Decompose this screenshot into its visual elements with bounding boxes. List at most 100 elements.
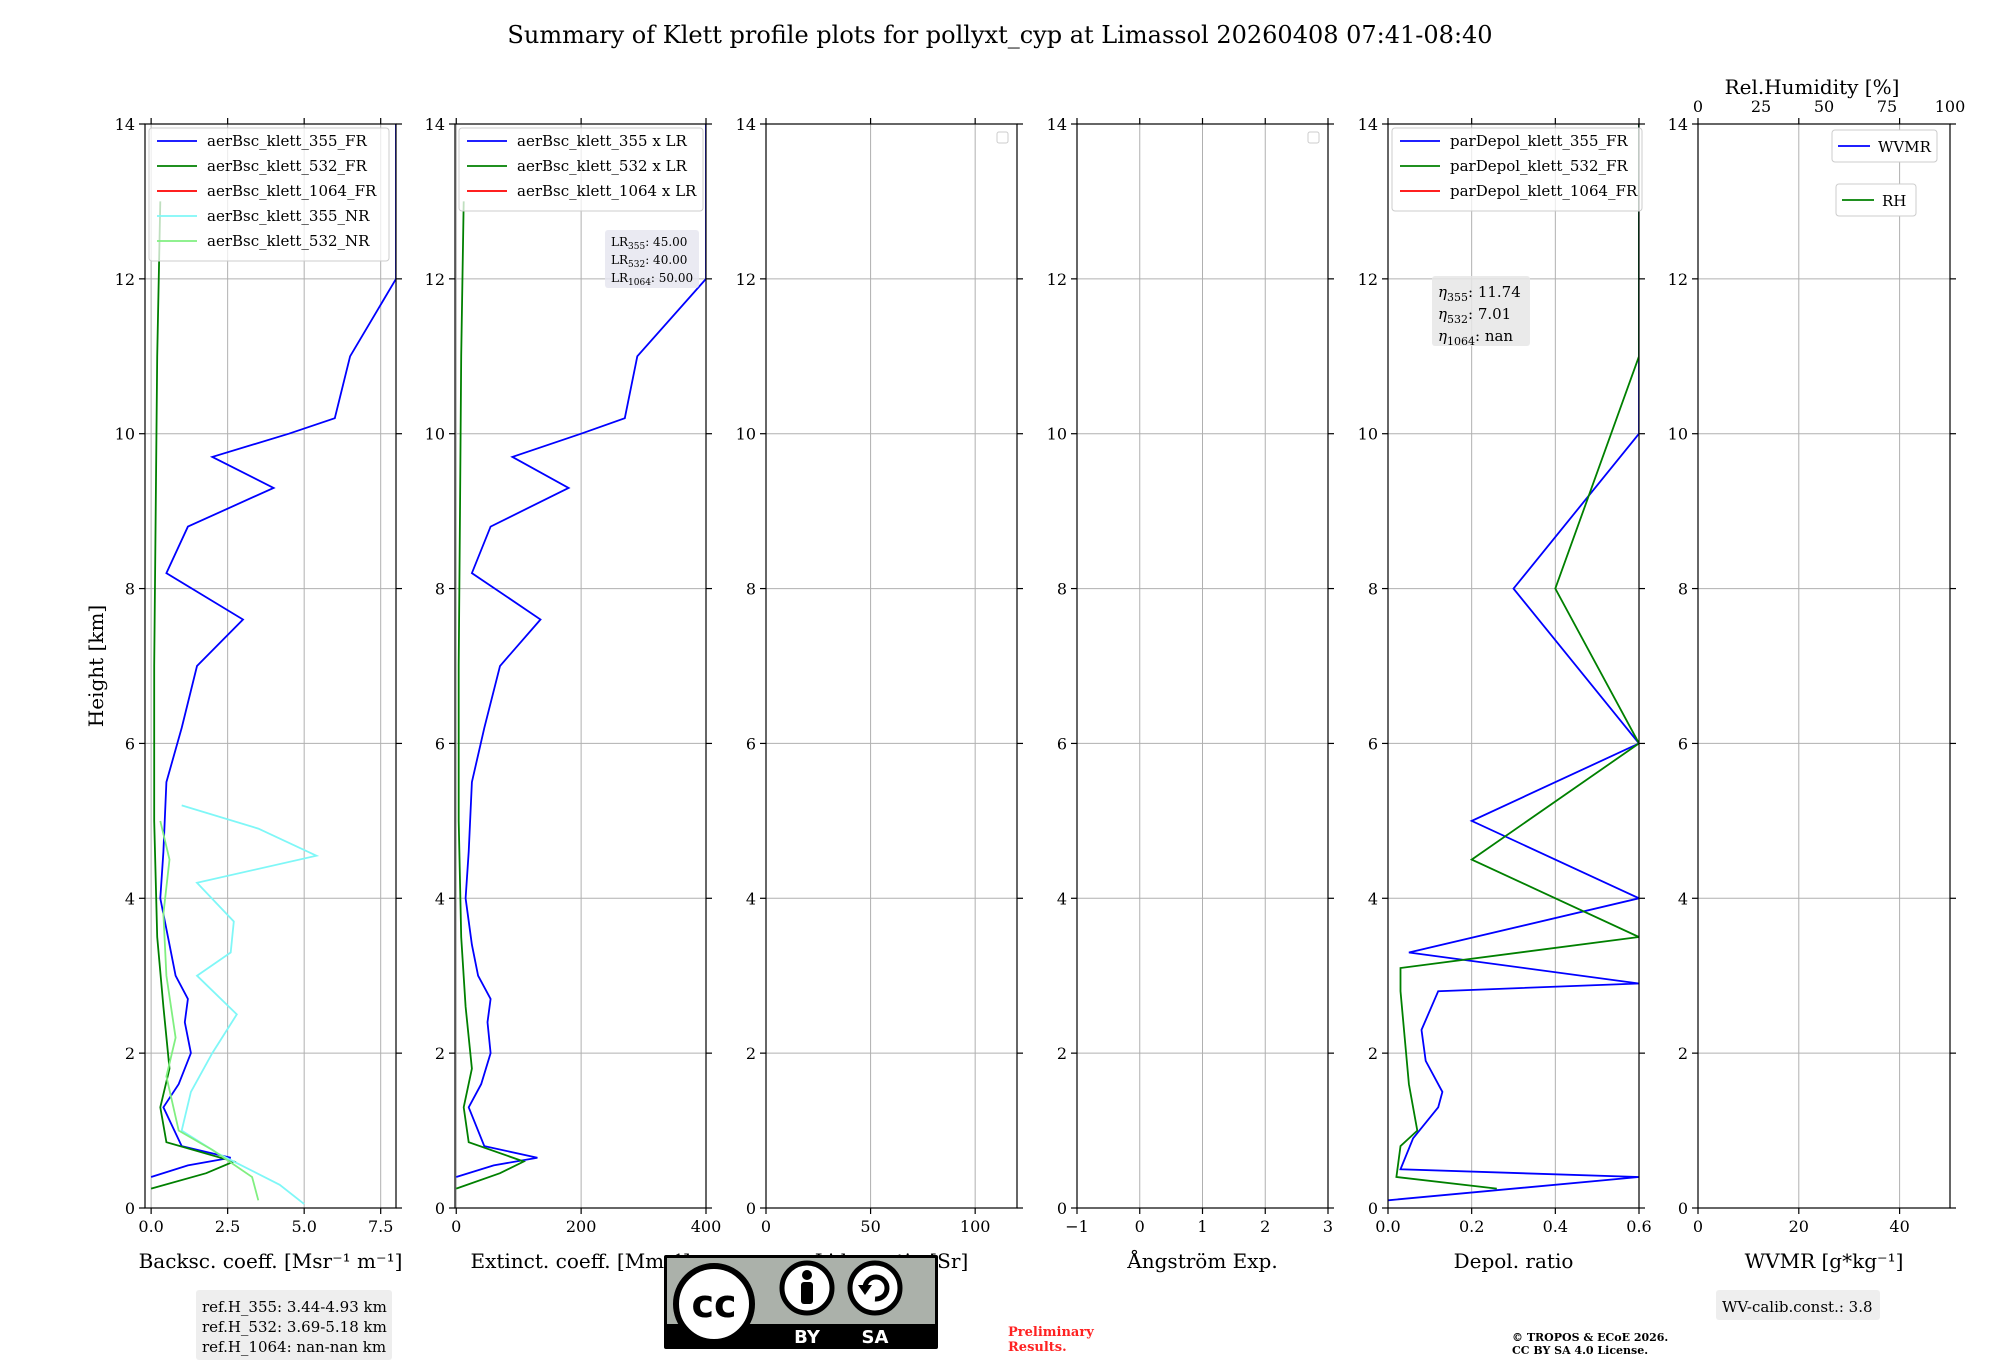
legend-label: WVMR: [1878, 138, 1932, 156]
x-tick-label: 100: [960, 1217, 991, 1236]
x-tick-label: 1: [1197, 1217, 1207, 1236]
y-tick-label: 6: [1057, 734, 1067, 753]
y-tick-label: 8: [435, 580, 445, 599]
y-tick-label: 6: [1678, 734, 1688, 753]
y-tick-label: 2: [435, 1044, 445, 1063]
legend-entry: RH: [1835, 183, 1917, 217]
x-tick-label: 40: [1889, 1217, 1909, 1236]
top-tick-label: 75: [1877, 97, 1897, 116]
y-tick-label: 4: [125, 889, 135, 908]
y-tick-label: 14: [1668, 115, 1688, 134]
y-tick-label: 12: [1358, 270, 1378, 289]
series-group: [455, 124, 706, 1190]
figure-title: Summary of Klett profile plots for polly…: [507, 21, 1492, 49]
cc-by-label: BY: [794, 1327, 821, 1348]
y-tick-label: 2: [746, 1044, 756, 1063]
info-line: ref.H_532: 3.69-5.18 km: [202, 1318, 387, 1336]
y-tick-label: 0: [1057, 1199, 1067, 1218]
x-tick-label: 0: [761, 1217, 771, 1236]
series-parDepol_klett_355_FR: [1388, 124, 1639, 1202]
x-axis-label: Backsc. coeff. [Msr⁻¹ m⁻¹]: [139, 1249, 403, 1273]
legend: aerBsc_klett_355 x LR aerBsc_klett_532 x …: [458, 127, 704, 212]
legend-label: RH: [1882, 192, 1906, 210]
x-tick-label: 200: [566, 1217, 597, 1236]
series-group: [150, 124, 396, 1205]
y-tick-label: 4: [1057, 889, 1067, 908]
x-tick-label: 0: [1135, 1217, 1145, 1236]
copyright-line-2: CC BY SA 4.0 License.: [1512, 1344, 1648, 1357]
legend-label: aerBsc_klett_1064_FR: [207, 182, 377, 200]
y-tick-label: 2: [1057, 1044, 1067, 1063]
copyright-line-1: © TROPOS & ECoE 2026.: [1512, 1331, 1668, 1344]
panel-lr: 05010002468101214Lidar ratio [Sr]: [736, 115, 1023, 1273]
x-tick-label: 3: [1323, 1217, 1333, 1236]
share-alike-arrow: [862, 1274, 890, 1302]
y-tick-label: 10: [1668, 425, 1688, 444]
legend-label: aerBsc_klett_355_NR: [207, 207, 370, 225]
axes-frame: [1697, 123, 1951, 1209]
series-parDepol_klett_532_FR: [1395, 124, 1639, 1190]
panel-bsc: 0.0 2.5 5.0 7.5 0 2 4 6 8 10 12 14 Backsc. coeff. [M…: [84, 115, 402, 1360]
cc-by-sa-badge[interactable]: cc BY SA: [664, 1255, 938, 1349]
y-tick-label: 4: [1368, 889, 1378, 908]
legend-label: parDepol_klett_355_FR: [1450, 132, 1628, 150]
lr-box: [605, 230, 699, 288]
y-tick-label: 8: [746, 580, 756, 599]
y-tick-label: 0: [1368, 1199, 1378, 1218]
panel-ext: 0 200 400 0 2 4 6 8 10 12 14 Extinct. coeff. [Mm⁻¹]…: [425, 115, 722, 1273]
y-tick-label: 10: [425, 425, 445, 444]
y-tick-label: 12: [425, 270, 445, 289]
x-axis-label: Ångström Exp.: [1126, 1248, 1277, 1273]
x-tick-label: 0.2: [1459, 1217, 1484, 1236]
y-tick-label: 10: [1047, 425, 1067, 444]
legend: aerBsc_klett_355_FR aerBsc_klett_532_FRae…: [148, 127, 390, 262]
legend-label: aerBsc_klett_355 x LR: [517, 132, 688, 150]
y-tick-label: 14: [1358, 115, 1378, 134]
y-tick-label: 14: [736, 115, 756, 134]
x-tick-label: 7.5: [368, 1217, 393, 1236]
axes-frame: [454, 123, 707, 1209]
y-tick-label: 0: [1678, 1199, 1688, 1218]
y-tick-label: 4: [746, 889, 756, 908]
y-tick-label: 2: [1678, 1044, 1688, 1063]
legend-box: [1391, 127, 1643, 212]
series-aerBsc_klett_532_FR: [150, 201, 237, 1190]
legend-label: aerBsc_klett_355_FR: [207, 132, 367, 150]
top-tick-label: 50: [1814, 97, 1834, 116]
info-line: WV-calib.const.: 3.8: [1722, 1298, 1873, 1316]
y-tick-label: 8: [1057, 580, 1067, 599]
legend-box: [1831, 129, 1938, 163]
attribution-icon-head: [802, 1270, 812, 1280]
legend-label: aerBsc_klett_532_NR: [207, 232, 370, 250]
info-box: [1716, 1290, 1880, 1320]
y-tick-label: 12: [1047, 270, 1067, 289]
attribution-icon-body: [801, 1282, 813, 1304]
legend: parDepol_klett_355_FR parDepol_klett_532_…: [1391, 127, 1643, 212]
series-group: [1388, 124, 1639, 1202]
top-axis-label: Rel.Humidity [%]: [1725, 75, 1900, 99]
x-tick-label: 0.6: [1626, 1217, 1651, 1236]
empty-legend-box: [1307, 131, 1320, 144]
y-tick-label: 8: [1368, 580, 1378, 599]
panel-depol: 0.0 0.2 0.4 0.6 0 2 4 6 8 10 12 14 Depol. ratio parDe…: [1358, 115, 1652, 1273]
x-tick-label: 2: [1260, 1217, 1270, 1236]
x-axis-label: Depol. ratio: [1454, 1249, 1574, 1273]
y-tick-label: 10: [736, 425, 756, 444]
y-tick-label: 8: [1678, 580, 1688, 599]
y-tick-label: 6: [435, 734, 445, 753]
legend-label: parDepol_klett_1064_FR: [1450, 182, 1638, 200]
info-line: ref.H_1064: nan-nan km: [202, 1338, 386, 1356]
x-axis-label: Extinct. coeff. [Mm⁻¹]: [470, 1249, 690, 1273]
series-aerBsc_klett_532 x LR: [455, 201, 527, 1190]
info-box: [196, 1290, 392, 1360]
x-tick-label: 0.0: [1375, 1217, 1400, 1236]
y-tick-label: 10: [1358, 425, 1378, 444]
x-tick-label: 5.0: [291, 1217, 316, 1236]
y-tick-label: 4: [435, 889, 445, 908]
x-tick-label: 2.5: [215, 1217, 240, 1236]
x-tick-label: 400: [691, 1217, 722, 1236]
y-tick-label: 2: [1368, 1044, 1378, 1063]
cc-sa-label: SA: [862, 1327, 889, 1348]
top-tick-label: 0: [1693, 97, 1703, 116]
